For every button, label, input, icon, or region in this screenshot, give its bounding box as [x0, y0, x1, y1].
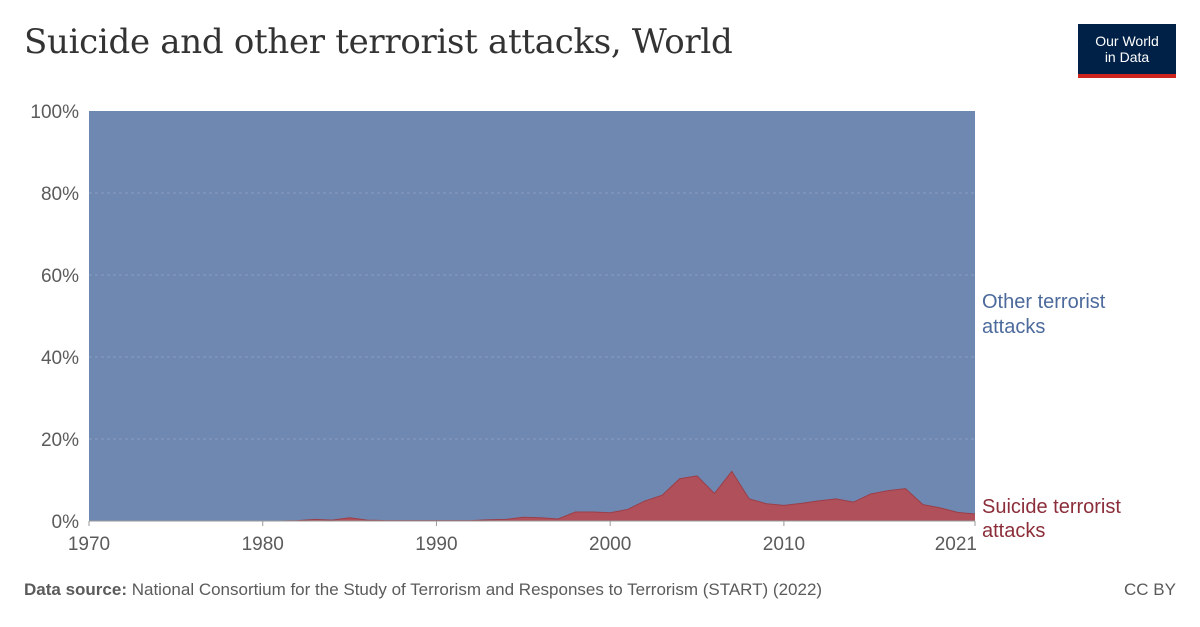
- owid-logo[interactable]: Our World in Data: [1078, 24, 1176, 78]
- y-tick-label: 20%: [41, 430, 79, 451]
- series-area-suicide-terrorist-attacks: [89, 471, 975, 521]
- logo-line-2: in Data: [1104, 49, 1150, 65]
- data-source-label: Data source:: [24, 580, 127, 599]
- x-tick-label: 1970: [68, 534, 110, 555]
- y-tick-label: 60%: [41, 266, 79, 287]
- series-area-other-terrorist-attacks: [89, 111, 975, 521]
- y-tick-label: 100%: [30, 102, 79, 123]
- series-label-other-line2: attacks: [982, 316, 1045, 338]
- logo-line-1: Our World: [1095, 33, 1159, 49]
- series-label-suicide-line1: Suicide terrorist: [982, 496, 1121, 518]
- y-tick-label: 80%: [41, 184, 79, 205]
- series-label-suicide-line2: attacks: [982, 520, 1045, 542]
- license-link[interactable]: CC BY: [1124, 580, 1176, 599]
- y-tick-label: 40%: [41, 348, 79, 369]
- data-source-text[interactable]: National Consortium for the Study of Ter…: [131, 580, 823, 599]
- data-source: Data source: National Consortium for the…: [24, 580, 822, 600]
- chart-title: Suicide and other terrorist attacks, Wor…: [24, 22, 733, 62]
- x-tick-label: 1980: [242, 534, 284, 555]
- x-tick-label: 2021: [935, 534, 977, 555]
- x-tick-label: 2010: [763, 534, 805, 555]
- x-tick-label: 1990: [415, 534, 457, 555]
- series-label-other-line1: Other terrorist: [982, 291, 1106, 313]
- y-tick-label: 0%: [52, 512, 80, 533]
- x-tick-label: 2000: [589, 534, 631, 555]
